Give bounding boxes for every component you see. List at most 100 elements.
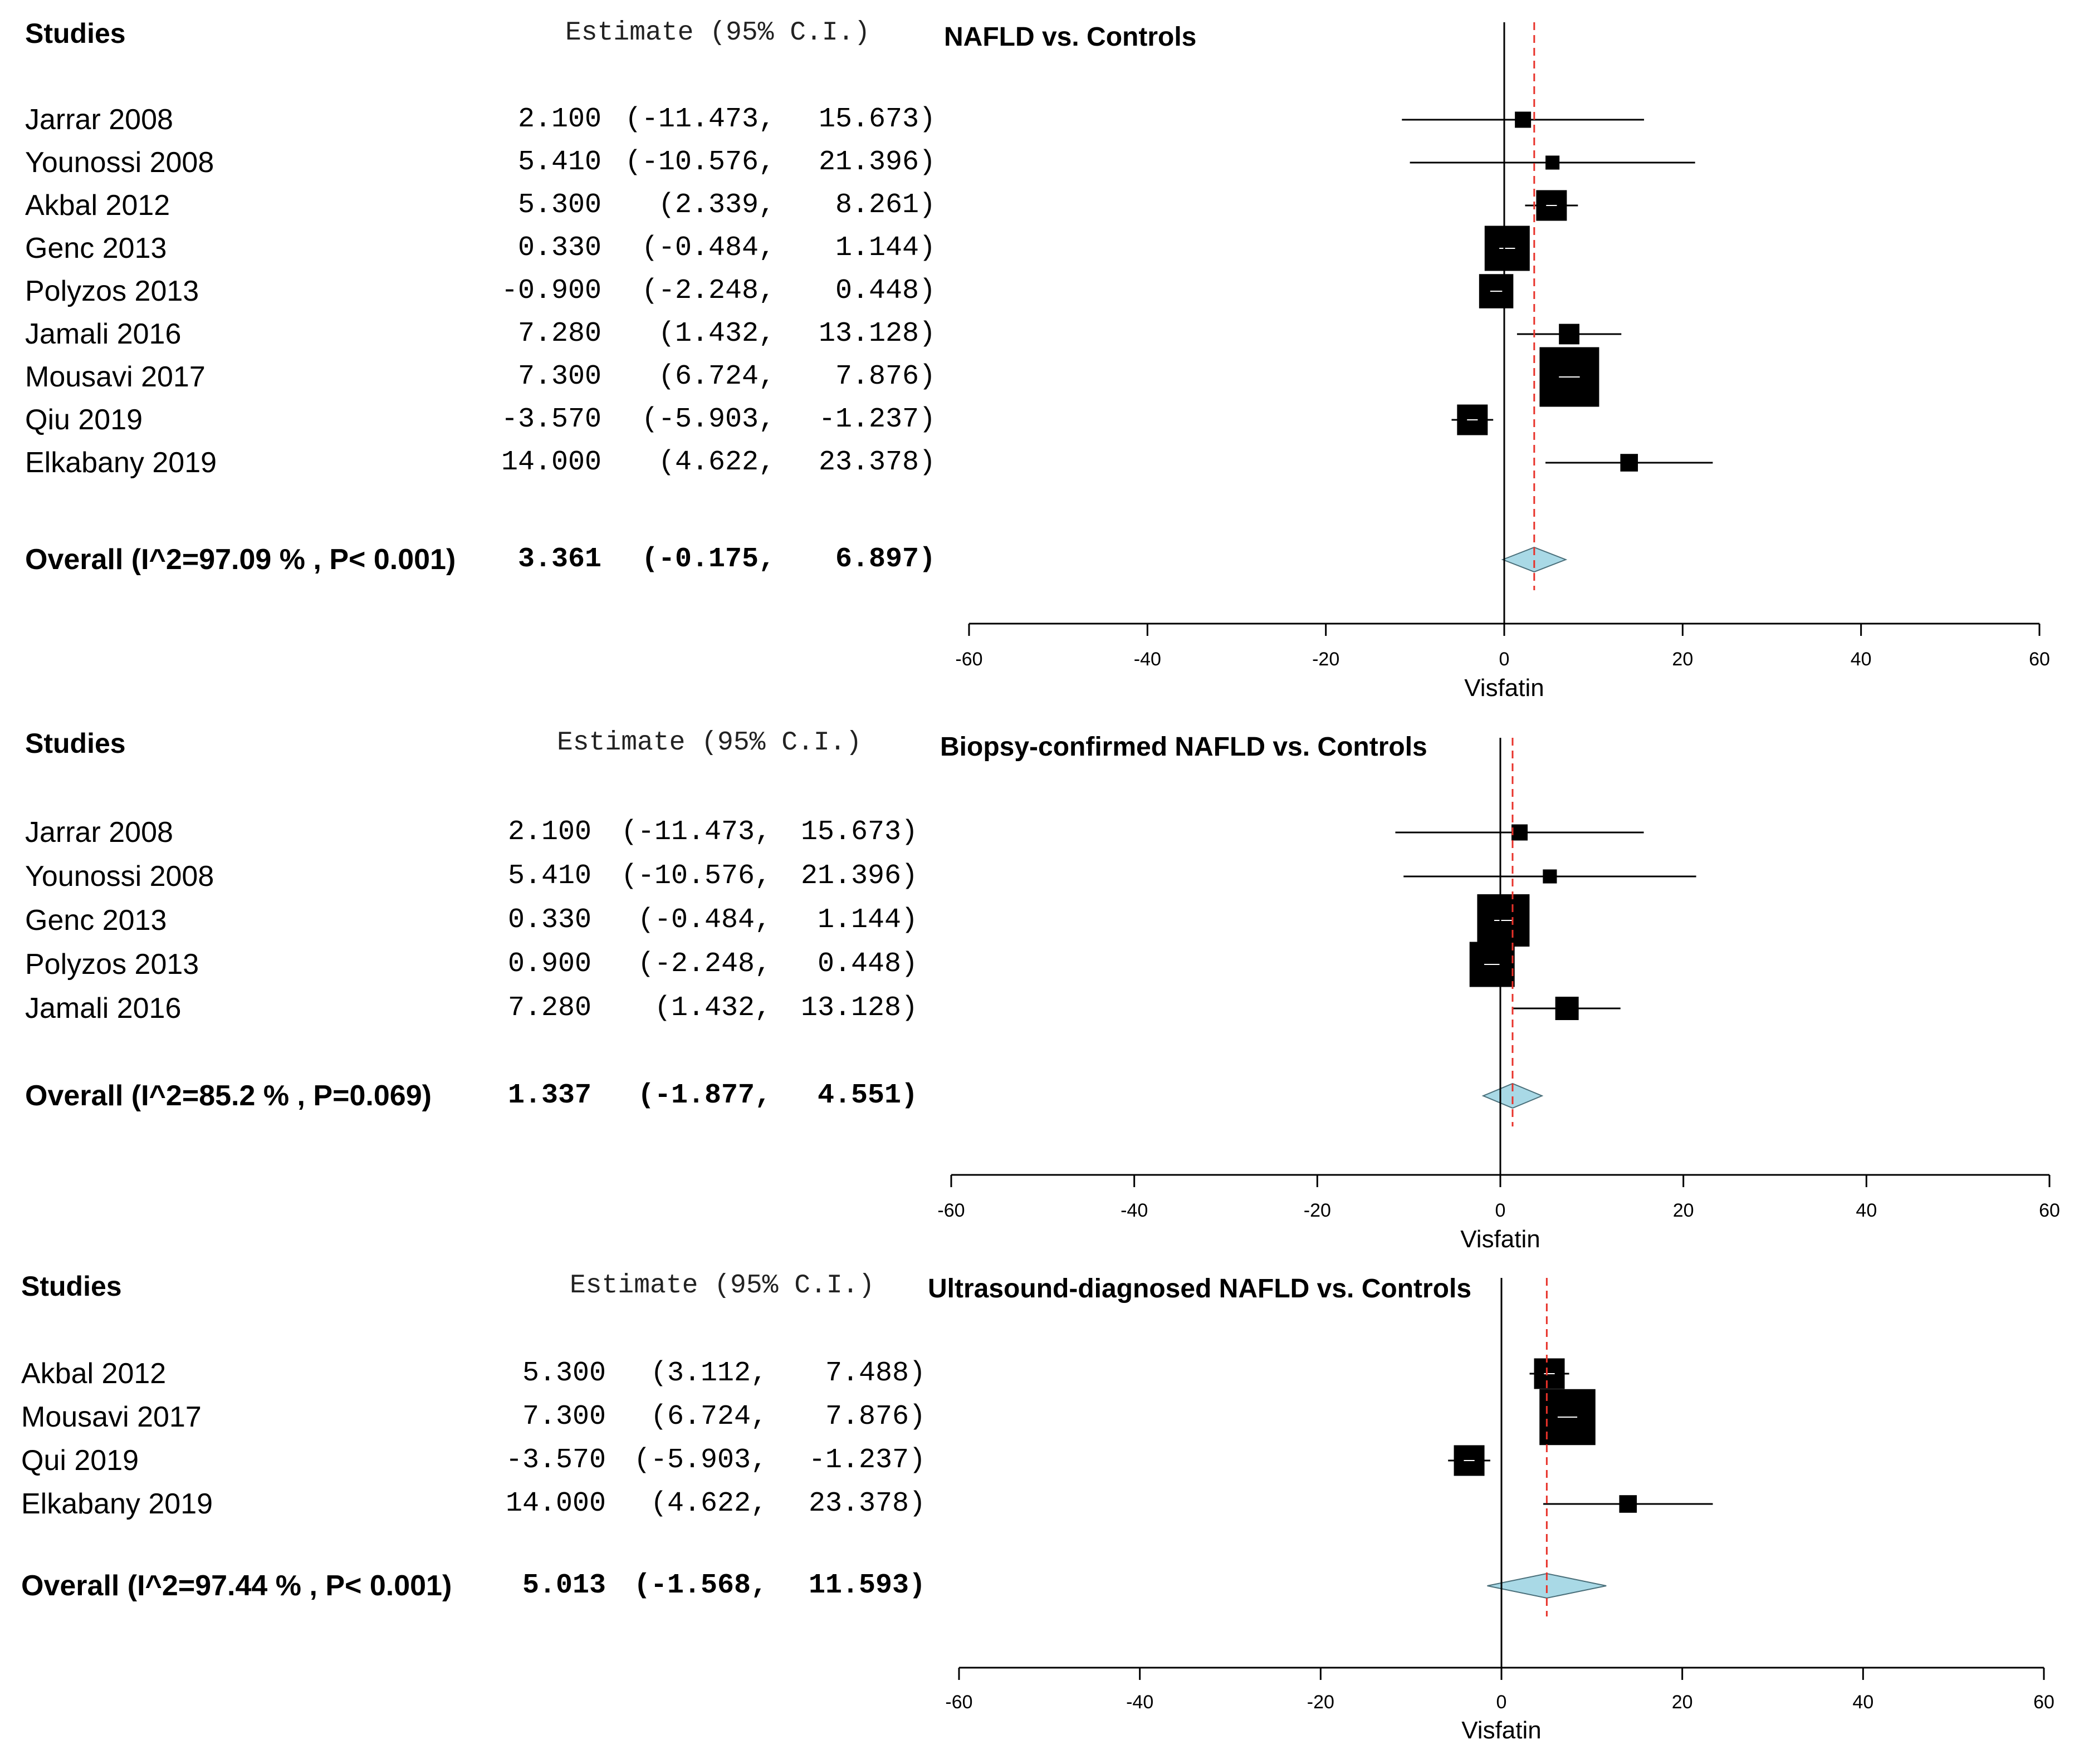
study-ci-upper: 15.673) — [818, 104, 936, 135]
study-name: Akbal 2012 — [21, 1358, 167, 1390]
study-ci-lower: (4.622, — [650, 1488, 767, 1520]
x-tick-label: 0 — [1495, 1200, 1506, 1221]
x-axis-label: Visfatin — [1460, 1226, 1540, 1253]
studies-header: Studies — [25, 728, 126, 759]
study-name: Elkabany 2019 — [25, 447, 217, 479]
study-estimate: -3.570 — [501, 404, 601, 435]
study-point-square — [1559, 324, 1580, 345]
study-name: Jamali 2016 — [25, 318, 182, 350]
study-ci-lower: (-0.484, — [637, 904, 771, 936]
study-ci-lower: (1.432, — [658, 318, 775, 350]
study-ci-upper: 0.448) — [835, 275, 936, 307]
study-ci-lower: (-5.903, — [633, 1444, 767, 1476]
study-name: Qiu 2019 — [25, 404, 143, 436]
study-ci-lower: (-2.248, — [637, 948, 771, 980]
overall-ci-upper: 11.593) — [808, 1570, 926, 1601]
study-name: Polyzos 2013 — [25, 948, 199, 981]
x-tick-label: 20 — [1672, 649, 1693, 670]
study-estimate: 14.000 — [501, 447, 601, 478]
study-ci-upper: 21.396) — [800, 860, 918, 892]
x-tick-label: -60 — [937, 1200, 965, 1221]
estimate-header: Estimate (95% C.I.) — [565, 18, 870, 48]
study-estimate: 5.410 — [517, 146, 601, 178]
study-name: Younossi 2008 — [25, 146, 214, 179]
x-tick-label: 20 — [1673, 1200, 1694, 1221]
study-ci-upper: 21.396) — [818, 146, 936, 178]
study-name: Younossi 2008 — [25, 860, 214, 893]
study-estimate: 2.100 — [517, 104, 601, 135]
studies-header: Studies — [21, 1271, 122, 1302]
study-name: Genc 2013 — [25, 232, 167, 264]
study-point-square — [1515, 111, 1532, 128]
study-name: Elkabany 2019 — [21, 1488, 213, 1520]
x-tick-label: -20 — [1304, 1200, 1331, 1221]
study-ci-lower: (-10.576, — [624, 146, 775, 178]
study-name: Polyzos 2013 — [25, 275, 199, 307]
study-ci-upper: 0.448) — [817, 948, 918, 980]
study-estimate: 7.300 — [517, 361, 601, 393]
x-tick-label: -60 — [955, 649, 982, 670]
x-tick-label: 60 — [2033, 1692, 2054, 1713]
overall-label: Overall (I^2=85.2 % , P=0.069) — [25, 1080, 432, 1112]
study-ci-lower: (-11.473, — [624, 104, 775, 135]
study-ci-lower: (2.339, — [658, 189, 775, 221]
study-ci-upper: 7.876) — [825, 1401, 926, 1433]
study-ci-lower: (6.724, — [650, 1401, 767, 1433]
x-tick-label: 40 — [1852, 1692, 1873, 1713]
study-estimate: 0.900 — [507, 948, 591, 980]
overall-ci-lower: (-0.175, — [641, 543, 775, 575]
study-ci-upper: 7.488) — [825, 1358, 926, 1389]
overall-label: Overall (I^2=97.09 % , P< 0.001) — [25, 543, 456, 576]
study-estimate: 0.330 — [507, 904, 591, 936]
overall-diamond — [1501, 546, 1568, 573]
overall-diamond — [1481, 1082, 1544, 1109]
x-tick-label: 60 — [2029, 649, 2050, 670]
x-tick-label: 0 — [1499, 649, 1510, 670]
x-tick-label: 40 — [1851, 649, 1872, 670]
study-name: Akbal 2012 — [25, 189, 170, 222]
study-ci-lower: (-11.473, — [620, 816, 771, 848]
panel-title: Ultrasound-diagnosed NAFLD vs. Controls — [928, 1274, 1472, 1304]
x-tick-label: -40 — [1134, 649, 1161, 670]
study-ci-upper: 8.261) — [835, 189, 936, 221]
overall-estimate: 5.013 — [522, 1570, 606, 1601]
studies-header: Studies — [25, 18, 126, 49]
study-ci-upper: 7.876) — [835, 361, 936, 393]
study-ci-upper: 23.378) — [818, 447, 936, 478]
study-name: Jarrar 2008 — [25, 816, 173, 849]
overall-ci-upper: 4.551) — [817, 1080, 918, 1111]
estimate-header: Estimate (95% C.I.) — [557, 728, 862, 758]
study-estimate: -3.570 — [505, 1444, 606, 1476]
overall-ci-lower: (-1.568, — [633, 1570, 767, 1601]
study-estimate: 5.410 — [507, 860, 591, 892]
study-estimate: 5.300 — [522, 1358, 606, 1389]
study-point-square — [1619, 1495, 1637, 1513]
study-ci-upper: 13.128) — [818, 318, 936, 350]
x-tick-label: -20 — [1307, 1692, 1334, 1713]
study-point-square — [1545, 155, 1560, 170]
x-tick-label: 60 — [2039, 1200, 2060, 1221]
study-ci-lower: (-5.903, — [641, 404, 775, 435]
overall-ci-lower: (-1.877, — [637, 1080, 771, 1111]
overall-estimate: 1.337 — [507, 1080, 591, 1111]
x-tick-label: -60 — [945, 1692, 972, 1713]
study-ci-lower: (-2.248, — [641, 275, 775, 307]
study-estimate: 14.000 — [505, 1488, 606, 1520]
study-name: Jarrar 2008 — [25, 104, 173, 136]
x-axis-label: Visfatin — [1464, 674, 1544, 702]
study-ci-lower: (-0.484, — [641, 232, 775, 264]
study-point-square — [1511, 824, 1528, 841]
estimate-header: Estimate (95% C.I.) — [570, 1271, 875, 1301]
study-estimate: 7.300 — [522, 1401, 606, 1433]
x-tick-label: 20 — [1672, 1692, 1693, 1713]
study-point-square — [1620, 454, 1638, 472]
study-ci-upper: 13.128) — [800, 992, 918, 1024]
study-ci-lower: (-10.576, — [620, 860, 771, 892]
x-tick-label: 0 — [1496, 1692, 1507, 1713]
study-name: Jamali 2016 — [25, 992, 182, 1025]
study-estimate: 0.330 — [517, 232, 601, 264]
study-name: Qui 2019 — [21, 1444, 139, 1477]
study-ci-upper: 23.378) — [808, 1488, 926, 1520]
